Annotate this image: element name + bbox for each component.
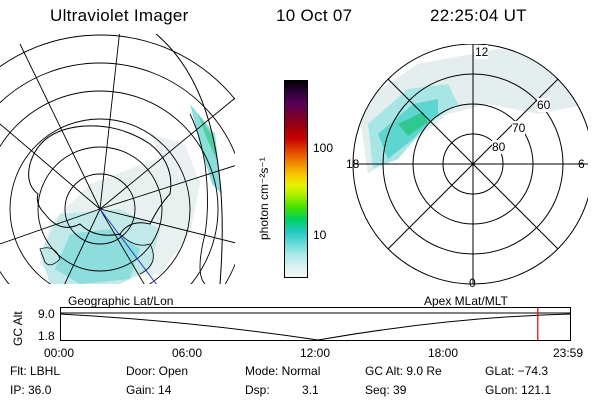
info-gc-alt: GC Alt: 9.0 Re <box>365 364 442 378</box>
altitude-curve <box>60 313 572 341</box>
timeline-xtick-2359: 23:59 <box>553 346 584 360</box>
mlt-label-right: 6 <box>578 157 585 171</box>
info-dsp-label: Dsp: <box>245 383 270 397</box>
timeline-xtick-1800: 18:00 <box>428 346 459 360</box>
geographic-map-caption: Geographic Lat/Lon <box>68 294 174 308</box>
info-mode: Mode: Normal <box>245 364 321 378</box>
info-door: Door: Open <box>126 364 189 378</box>
timeline-axis-title: GC Alt <box>11 311 25 346</box>
mlt-label-left: 18 <box>346 157 360 171</box>
observation-date: 10 Oct 07 <box>276 6 353 25</box>
colorbar-unit-label: photon cm⁻²s⁻¹ <box>257 157 271 240</box>
magnetic-map-caption: Apex MLat/MLT <box>424 294 508 308</box>
antarctica-coastline <box>28 125 172 236</box>
info-dsp-value: 3.1 <box>302 383 319 397</box>
app-title: Ultraviolet Imager <box>50 6 189 25</box>
timeline-xtick-0000: 00:00 <box>44 346 75 360</box>
info-ip: IP: 36.0 <box>10 383 52 397</box>
mlat-label-60: 60 <box>537 98 551 112</box>
magnetic-polar-map <box>352 44 588 285</box>
timeline-xtick-0600: 06:00 <box>172 346 203 360</box>
colorbar-tick-10: 10 <box>313 228 327 242</box>
info-gain: Gain: 14 <box>126 383 172 397</box>
observation-time: 22:25:04 UT <box>430 6 527 25</box>
timeline-ytick-bottom: 1.8 <box>38 329 55 343</box>
geographic-map <box>0 34 235 284</box>
mlt-label-top: 12 <box>475 45 489 59</box>
altitude-timeline-plot <box>60 307 572 341</box>
timeline-ytick-top: 9.0 <box>38 307 55 321</box>
intensity-colorbar <box>284 80 308 278</box>
info-filter: Flt: LBHL <box>10 364 61 378</box>
info-glon: GLon: 121.1 <box>485 383 552 397</box>
mlat-label-70: 70 <box>512 121 526 135</box>
timeline-xtick-1200: 12:00 <box>300 346 331 360</box>
info-glat: GLat: −74.3 <box>485 364 549 378</box>
mlt-label-bottom: 0 <box>469 276 476 290</box>
mlat-label-80: 80 <box>492 140 506 154</box>
colorbar-tick-100: 100 <box>313 141 334 155</box>
info-seq: Seq: 39 <box>365 383 407 397</box>
